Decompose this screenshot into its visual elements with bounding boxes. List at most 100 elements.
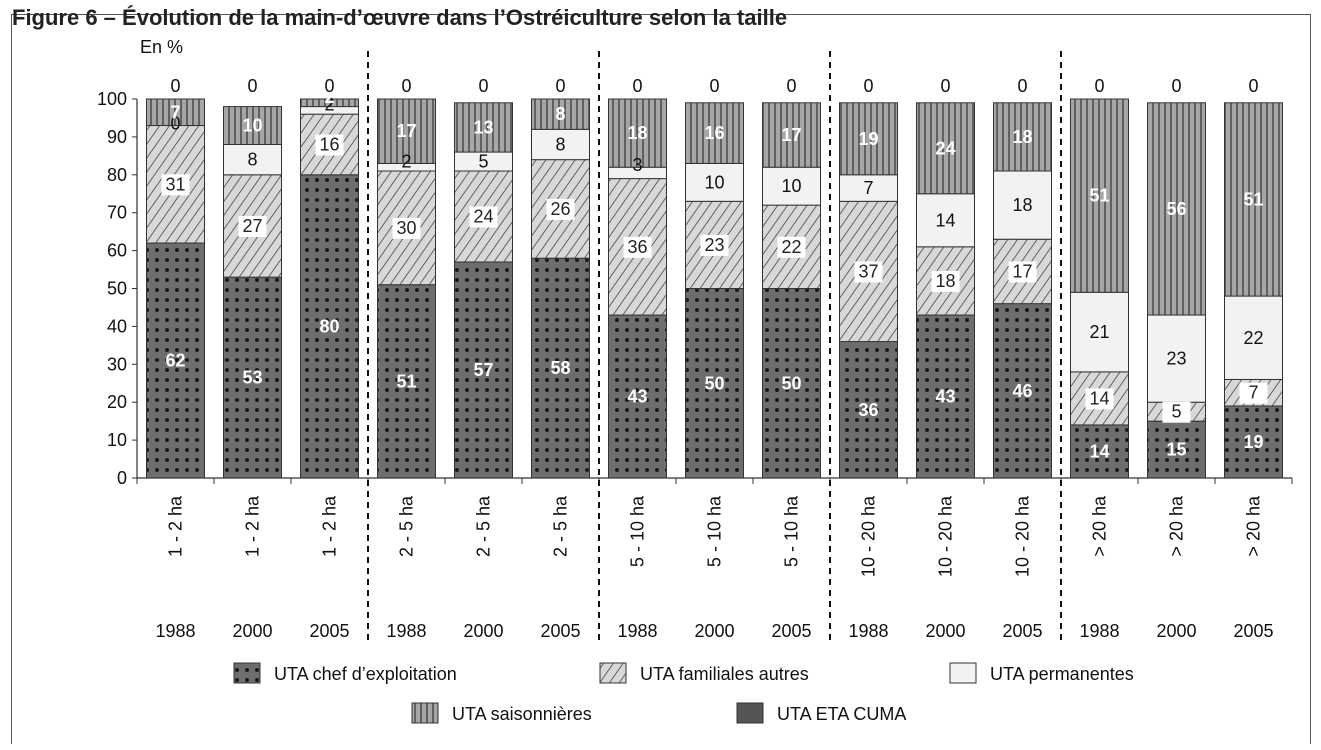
data-label: 17 bbox=[781, 125, 801, 145]
x-year-label: 2005 bbox=[1002, 621, 1042, 641]
data-label: 18 bbox=[935, 271, 955, 291]
data-label-eta-cuma: 0 bbox=[1248, 76, 1258, 96]
bar-segment bbox=[916, 102, 975, 195]
data-label-eta-cuma: 0 bbox=[709, 76, 719, 96]
chart-title: Figure 6 – Évolution de la main-d’œuvre … bbox=[12, 5, 788, 30]
legend: UTA chef d’exploitation UTA familiales au… bbox=[233, 662, 1134, 724]
data-label: 51 bbox=[1243, 189, 1263, 209]
bar-segment bbox=[839, 102, 898, 176]
data-label: 16 bbox=[319, 134, 339, 154]
y-tick-label: 30 bbox=[107, 354, 127, 374]
x-category-label: 2 - 5 ha bbox=[397, 495, 417, 557]
data-label: 2 bbox=[324, 95, 334, 115]
data-label: 31 bbox=[165, 174, 185, 194]
y-tick-label: 20 bbox=[107, 392, 127, 412]
data-label: 26 bbox=[550, 199, 570, 219]
data-label: 43 bbox=[935, 387, 955, 407]
x-category-label: 5 - 10 ha bbox=[782, 495, 802, 567]
data-label: 7 bbox=[170, 102, 180, 122]
y-tick-label: 90 bbox=[107, 127, 127, 147]
data-label-box bbox=[1162, 401, 1191, 423]
x-year-label: 2005 bbox=[309, 621, 349, 641]
data-label: 7 bbox=[1248, 383, 1258, 403]
bar-segment bbox=[685, 288, 744, 479]
x-year-label: 2000 bbox=[232, 621, 272, 641]
data-label: 13 bbox=[473, 117, 493, 137]
data-label-box bbox=[700, 234, 729, 256]
y-tick-label: 0 bbox=[117, 468, 127, 488]
y-axis-unit-label: En % bbox=[140, 37, 183, 57]
data-label: 14 bbox=[935, 210, 955, 230]
bar-segment bbox=[223, 106, 282, 145]
data-label: 24 bbox=[473, 206, 493, 226]
data-label: 56 bbox=[1166, 199, 1186, 219]
data-label: 19 bbox=[858, 129, 878, 149]
data-label: 14 bbox=[1089, 441, 1109, 461]
x-year-label: 2000 bbox=[925, 621, 965, 641]
bar-segment bbox=[1224, 405, 1283, 479]
data-label: 18 bbox=[627, 123, 647, 143]
x-category-label: 2 - 5 ha bbox=[474, 495, 494, 557]
x-category-label: > 20 ha bbox=[1244, 495, 1264, 557]
bar-segment bbox=[762, 288, 821, 479]
legend-label: UTA saisonnières bbox=[452, 704, 592, 724]
data-labels: 6231070532781008016220513021705724513058… bbox=[161, 76, 1268, 461]
bar-segment bbox=[839, 341, 898, 479]
legend-label: UTA familiales autres bbox=[640, 664, 809, 684]
data-label: 51 bbox=[396, 371, 416, 391]
data-label-box bbox=[777, 236, 806, 258]
data-label: 8 bbox=[555, 134, 565, 154]
bar-segment bbox=[916, 193, 975, 248]
bar-segment bbox=[685, 162, 744, 202]
data-label: 18 bbox=[1012, 127, 1032, 147]
data-label: 10 bbox=[781, 176, 801, 196]
data-label: 37 bbox=[858, 261, 878, 281]
x-axis-labels: 1 - 2 ha 1988 1 - 2 ha 2000 1 - 2 ha 2005 2 - … bbox=[155, 495, 1273, 641]
bar-segment bbox=[531, 128, 590, 161]
data-label: 62 bbox=[165, 351, 185, 371]
bar-segment bbox=[1224, 102, 1283, 297]
data-label-box bbox=[469, 206, 498, 228]
data-label-eta-cuma: 0 bbox=[940, 76, 950, 96]
data-label-box bbox=[546, 198, 575, 220]
data-label: 7 bbox=[863, 178, 873, 198]
chart-frame: Figure 6 – Évolution de la main-d’œuvre … bbox=[11, 5, 1311, 744]
data-label: 23 bbox=[1166, 349, 1186, 369]
data-label: 36 bbox=[858, 400, 878, 420]
data-label-eta-cuma: 0 bbox=[478, 76, 488, 96]
y-tick-label: 50 bbox=[107, 279, 127, 299]
bar-segment bbox=[916, 314, 975, 479]
data-label: 22 bbox=[781, 237, 801, 257]
bar-segment bbox=[993, 303, 1052, 479]
data-label: 17 bbox=[396, 121, 416, 141]
data-label: 8 bbox=[247, 150, 257, 170]
bar-segment bbox=[300, 98, 359, 108]
bar-segment bbox=[608, 314, 667, 479]
bar-segment bbox=[762, 102, 821, 168]
x-year-label: 2000 bbox=[463, 621, 503, 641]
data-label: 19 bbox=[1243, 432, 1263, 452]
data-label: 2 bbox=[324, 87, 334, 107]
data-label-box bbox=[931, 270, 960, 292]
data-label: 10 bbox=[242, 116, 262, 136]
data-label-eta-cuma: 0 bbox=[170, 76, 180, 96]
x-category-label: 5 - 10 ha bbox=[705, 495, 725, 567]
data-label: 46 bbox=[1012, 381, 1032, 401]
data-label: 30 bbox=[396, 218, 416, 238]
x-year-label: 2000 bbox=[694, 621, 734, 641]
bar-segment bbox=[1070, 424, 1129, 479]
data-label: 50 bbox=[704, 373, 724, 393]
bar-segment bbox=[1070, 98, 1129, 293]
bar-segment bbox=[531, 159, 590, 259]
data-label: 36 bbox=[627, 237, 647, 257]
data-label-box bbox=[238, 215, 267, 237]
bar-segment bbox=[839, 174, 898, 202]
legend-swatch bbox=[736, 702, 764, 724]
x-year-label: 1988 bbox=[386, 621, 426, 641]
x-category-label: 1 - 2 ha bbox=[166, 495, 186, 557]
data-label-box bbox=[1085, 388, 1114, 410]
legend-swatch bbox=[949, 662, 977, 684]
data-label: 50 bbox=[781, 373, 801, 393]
